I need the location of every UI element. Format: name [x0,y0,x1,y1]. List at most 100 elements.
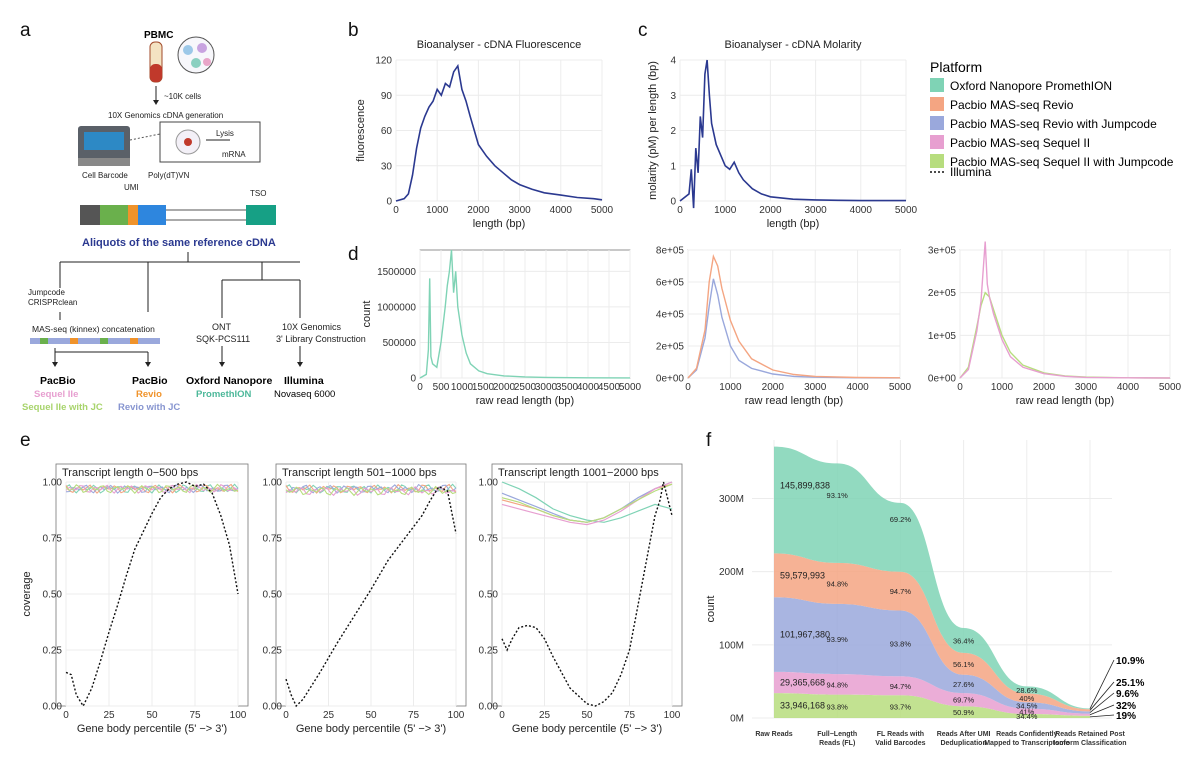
panel-a: a PBMC ~10K cells 10X Genomics cDNA gene… [20,20,366,413]
y-tick-label: 0.75 [263,534,283,545]
jumpcode-label: Jumpcode [28,288,65,297]
pbmc-label: PBMC [144,30,173,41]
x-tick-label: 1000 [719,382,742,393]
x-tick-label: 2000 [1033,382,1056,393]
x-tick-label: 3000 [1075,382,1098,393]
lower-arrows [54,346,301,362]
y-tick-label: 6e+05 [656,278,685,289]
flow-band-revio [774,553,1090,712]
chart-c-molarity: 0 1000 2000 3000 4000 5000 0 1 2 3 4 length (bp) mol… [647,39,918,230]
chart-title: Bioanalyser - cDNA Molarity [725,39,862,51]
y-axis-label: molarity (pM) per length (bp) [647,61,659,200]
legend-label: Pacbio MAS-seq Sequel II with Jumpcode [950,155,1174,169]
fluorescence-line [395,63,603,202]
x-tick-label: 50 [365,710,377,721]
retention-pct-label: 40% [1019,694,1034,703]
y-tick-label: 0.75 [479,534,499,545]
x-tick-label: 3000 [508,205,531,216]
start-count-label: 59,579,993 [780,570,825,580]
legend-label: Pacbio MAS-seq Revio with Jumpcode [950,117,1157,131]
coverage-line-sequel-jc [501,483,673,523]
retention-pct-label: 36.4% [953,636,975,645]
cell-barcode-label: Cell Barcode [82,171,128,180]
retention-pct-label: 34.5% [1016,701,1038,710]
panel-letter-c: c [638,20,648,41]
cdna-gen-label: 10X Genomics cDNA generation [108,111,223,120]
x-category-label: FL Reads with Valid Barcodes [875,731,925,747]
y-tick-label: 4e+05 [656,310,685,321]
y-tick-label: 1.00 [43,478,63,489]
y-axis-label: count [705,596,717,623]
coverage-line-sequel [501,481,673,526]
y-tick-label: 0.00 [43,702,63,713]
retention-pct-label: 94.8% [827,579,849,588]
plot-border [959,249,1171,379]
x-tick-label: 4500 [598,382,621,393]
y-tick-label: 0.00 [263,702,283,713]
x-tick-label: 3000 [804,382,827,393]
x-tick-label: 5000 [1159,382,1182,393]
series-line-revio-jc [687,278,901,379]
y-tick-label: 90 [381,91,393,102]
x-tick-label: 25 [323,710,335,721]
x-tick-label: 5000 [889,382,912,393]
coverage-line-illumina [285,485,457,708]
aliquots-label: Aliquots of the same reference cDNA [82,237,276,249]
x-tick-label: 1000 [991,382,1014,393]
y-tick-label: 0.25 [263,646,283,657]
lysis-label: Lysis [216,129,234,138]
promethion-label: PromethION [196,389,252,400]
x-tick-label: 0 [417,382,423,393]
revio-jc-label: Revio with JC [118,402,180,413]
y-axis-label: fluorescence [355,99,367,161]
series-line-sequel [959,241,1171,379]
tso-label: TSO [250,189,266,198]
x-tick-label: 2000 [759,205,782,216]
retention-pct-label: 69.7% [953,696,975,705]
facet-title: Transcript length 501−1000 bps [282,467,437,479]
flow-band-revio-with-jc [774,597,1090,714]
retention-pct-label: 69.2% [890,515,912,524]
x-tick-label: 100 [664,710,681,721]
chart-e1-coverage: 0 25 50 75 100 0.00 0.25 0.50 0.75 1.00 Gene body … [21,463,249,735]
revio-label: Revio [136,389,162,400]
start-count-label: 145,899,838 [780,480,830,490]
leader-line [1089,714,1115,718]
y-tick-label: 0.00 [479,702,499,713]
branch-lines [59,252,301,320]
retention-pct-label: 93.7% [890,703,912,712]
x-category-label: Raw Reads [755,731,792,738]
legend-swatch [930,78,944,92]
y-tick-label: 1500000 [377,267,416,278]
panel-letter-b: b [348,20,359,41]
cells-label: ~10K cells [164,92,201,101]
x-axis-label: raw read length (bp) [745,395,843,407]
coverage-line-sequel-jc [285,485,457,497]
x-tick-label: 0 [685,382,691,393]
legend-swatch [930,154,944,168]
retention-pct-label: 41% [1019,707,1034,716]
chart-e2-coverage: 0 25 50 75 100 0.00 0.25 0.50 0.75 1.00 Gene body … [263,463,467,735]
legend-swatch [930,97,944,111]
coverage-line-ont [285,483,457,494]
x-category-label: Full−Length Reads (FL) [817,731,857,747]
flow-band-sequel-ii-with-jc [774,693,1090,718]
tenx-label-b: 3' Library Construction [276,334,366,344]
leader-line [1089,681,1115,711]
leader-line [1089,659,1115,710]
x-tick-label: 0 [499,710,505,721]
pacbio1-label: PacBio [40,375,76,387]
x-tick-label: 1000 [714,205,737,216]
y-tick-label: 0 [410,374,416,385]
start-count-label: 29,365,668 [780,678,825,688]
x-tick-label: 1500 [472,382,495,393]
x-tick-label: 5000 [619,382,642,393]
y-tick-label: 0e+00 [928,374,957,385]
x-axis-label: length (bp) [473,218,526,230]
x-tick-label: 3000 [804,205,827,216]
y-tick-label: 2 [670,126,676,137]
x-tick-label: 5000 [591,205,614,216]
oxford-label: Oxford Nanopore [186,375,272,387]
coverage-line-ont [501,481,673,523]
